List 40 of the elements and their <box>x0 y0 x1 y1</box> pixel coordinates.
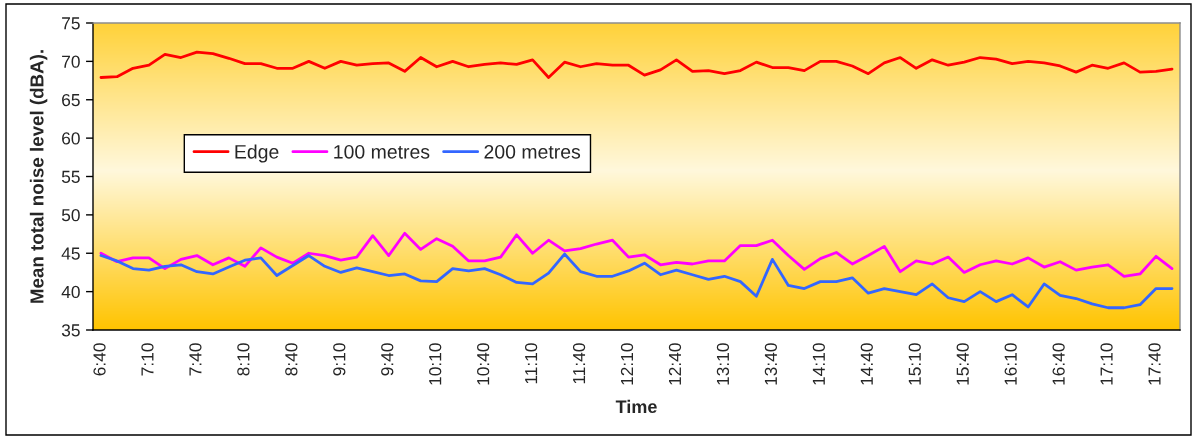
y-tick-label: 70 <box>62 55 80 68</box>
x-tick-label: 12:10 <box>620 343 634 385</box>
x-axis-title: Time <box>615 399 657 414</box>
x-tick-label: 17:40 <box>1148 343 1161 385</box>
x-tick-label: 6:40 <box>93 343 106 376</box>
y-tick-label: 60 <box>62 132 80 145</box>
x-tick-label: 15:40 <box>956 343 969 385</box>
x-tick-label: 12:40 <box>668 343 682 385</box>
legend-label: 100 metres <box>334 144 430 159</box>
x-tick-label: 17:10 <box>1100 343 1113 385</box>
x-tick-label: 14:40 <box>860 343 873 385</box>
x-tick-label: 7:40 <box>189 343 202 376</box>
x-tick-label: 15:10 <box>908 343 921 385</box>
y-tick-label: 50 <box>61 209 80 222</box>
x-tick-label: 9:10 <box>333 343 346 376</box>
x-tick-label: 13:10 <box>716 343 730 385</box>
y-tick-label: 65 <box>62 93 80 107</box>
y-tick-label: 35 <box>61 324 80 337</box>
x-tick-label: 8:40 <box>285 343 298 376</box>
y-tick-label: 45 <box>61 247 80 260</box>
x-tick-label: 14:10 <box>812 343 825 385</box>
x-tick-label: 13:40 <box>764 343 778 385</box>
y-tick-label: 55 <box>61 170 80 183</box>
x-tick-label: 11:10 <box>524 343 538 384</box>
legend-label: 200 metres <box>484 144 581 159</box>
x-tick-label: 7:10 <box>141 343 154 376</box>
y-tick-label: 75 <box>62 17 80 30</box>
x-tick-label: 10:40 <box>477 343 490 385</box>
x-tick-label: 9:40 <box>381 343 394 376</box>
line-series <box>99 252 1174 310</box>
x-tick-label: 10:10 <box>429 343 442 385</box>
y-tick-label: 40 <box>61 285 80 299</box>
x-tick-label: 16:40 <box>1052 343 1065 385</box>
x-tick-label: 11:40 <box>572 343 586 384</box>
x-tick-label: 8:10 <box>237 343 250 376</box>
y-axis-title: Mean total noise level (dBA). <box>29 50 48 303</box>
legend-label: Edge <box>235 144 279 163</box>
x-tick-label: 16:10 <box>1004 343 1017 385</box>
line-series <box>99 50 1174 79</box>
line-series <box>99 231 1174 278</box>
